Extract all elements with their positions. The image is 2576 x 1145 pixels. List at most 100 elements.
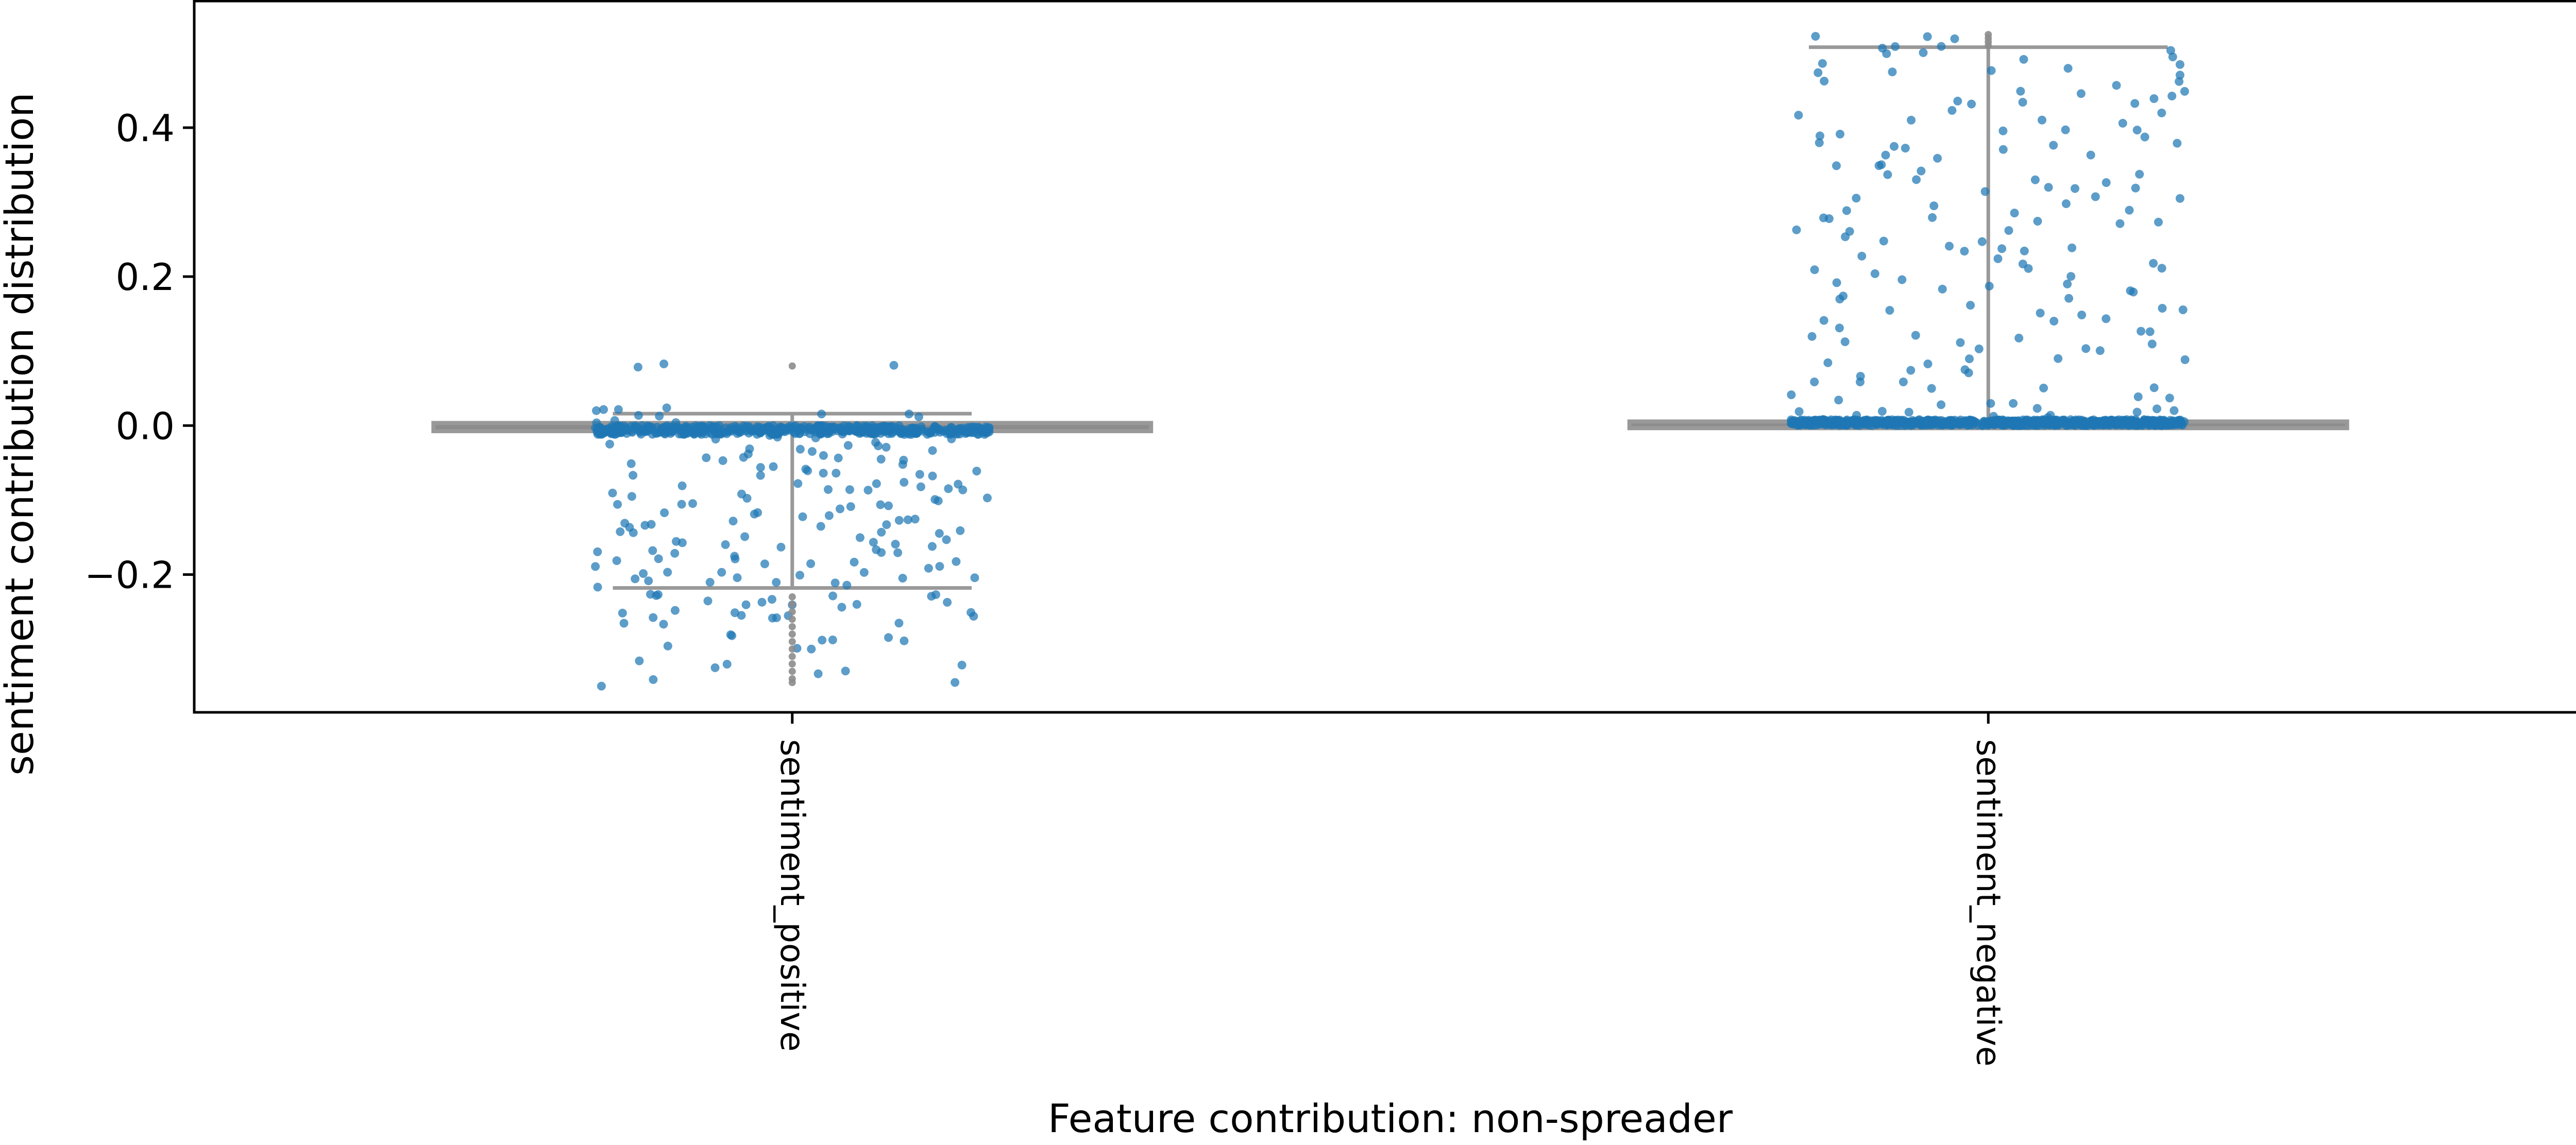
data-point	[646, 590, 655, 599]
data-point	[670, 549, 680, 558]
data-point	[1824, 214, 1834, 223]
data-point	[649, 675, 658, 684]
data-point	[831, 578, 840, 588]
data-point	[1991, 415, 2000, 424]
data-point	[834, 453, 843, 463]
data-point	[1827, 420, 1837, 430]
data-point	[850, 557, 859, 567]
outlier-point	[788, 638, 796, 645]
outlier-point	[788, 668, 796, 675]
data-point	[845, 485, 854, 494]
data-point	[2030, 175, 2040, 184]
data-point	[1800, 420, 1809, 429]
data-point	[1911, 331, 1920, 340]
data-point	[943, 597, 952, 607]
data-point	[1835, 295, 1844, 304]
data-point	[721, 540, 730, 549]
data-point	[903, 428, 912, 437]
data-point	[626, 459, 636, 468]
data-point	[663, 641, 672, 651]
data-point	[626, 422, 636, 431]
data-point	[2014, 333, 2024, 343]
data-point	[741, 600, 751, 609]
data-point	[1816, 131, 1824, 141]
data-point	[841, 667, 850, 676]
data-point	[894, 619, 904, 628]
data-point	[882, 442, 891, 452]
data-point	[837, 603, 846, 612]
data-point	[877, 527, 886, 537]
data-point	[882, 520, 891, 529]
data-point	[1923, 32, 1932, 41]
data-point	[828, 635, 837, 644]
data-point	[855, 533, 865, 542]
data-point	[1852, 194, 1861, 203]
data-point	[1947, 106, 1957, 115]
data-point	[616, 527, 625, 536]
data-point	[893, 548, 903, 557]
data-point	[2019, 55, 2028, 64]
data-point	[819, 451, 828, 460]
data-point	[2064, 294, 2074, 303]
data-point	[819, 469, 828, 478]
data-point	[2145, 327, 2155, 336]
data-point	[832, 469, 841, 478]
data-point	[985, 428, 994, 437]
data-point	[627, 492, 636, 501]
data-point	[954, 428, 963, 437]
data-point	[904, 409, 913, 419]
data-point	[1863, 418, 1873, 428]
data-point	[2086, 150, 2095, 160]
data-point	[772, 578, 781, 587]
data-point	[2018, 98, 2027, 107]
data-point	[717, 568, 726, 577]
data-point	[1967, 99, 1976, 109]
data-point	[1842, 206, 1851, 215]
data-point	[2049, 141, 2058, 150]
y-tick-label: 0.0	[115, 404, 175, 448]
data-point	[1966, 301, 1975, 310]
data-point	[900, 477, 909, 487]
data-point	[644, 576, 653, 586]
data-point	[1814, 68, 1823, 77]
data-point	[2113, 418, 2123, 428]
data-point	[1823, 358, 1833, 367]
data-point	[2132, 126, 2142, 134]
data-point	[2049, 317, 2059, 326]
data-point	[1871, 418, 1880, 428]
data-point	[876, 500, 885, 509]
data-point	[807, 644, 816, 654]
data-point	[1897, 275, 1907, 284]
data-point	[2118, 118, 2127, 128]
data-point	[740, 532, 750, 541]
data-point	[722, 429, 732, 438]
data-point	[2130, 99, 2140, 108]
data-point	[1900, 421, 1909, 430]
data-point	[859, 568, 869, 577]
data-point	[889, 361, 899, 370]
data-point	[2158, 304, 2167, 313]
data-point	[2044, 183, 2053, 192]
data-point	[688, 499, 697, 508]
data-point	[2149, 94, 2159, 103]
data-point	[903, 515, 912, 524]
data-point	[2036, 309, 2045, 318]
data-point	[743, 449, 753, 458]
data-point	[1819, 316, 1828, 325]
data-point	[677, 481, 687, 490]
data-point	[2139, 417, 2148, 426]
data-point	[2006, 418, 2015, 427]
data-point	[649, 613, 658, 622]
data-point	[1881, 150, 1890, 160]
y-axis-label: sentiment contribution distribution	[0, 92, 42, 775]
data-point	[593, 547, 602, 556]
data-point	[2166, 46, 2175, 55]
data-point	[2135, 169, 2144, 179]
data-point	[1832, 161, 1841, 170]
data-point	[863, 486, 873, 495]
data-point	[768, 613, 777, 623]
data-point	[818, 636, 827, 645]
data-point	[1883, 420, 1892, 429]
data-point	[1919, 48, 1928, 57]
